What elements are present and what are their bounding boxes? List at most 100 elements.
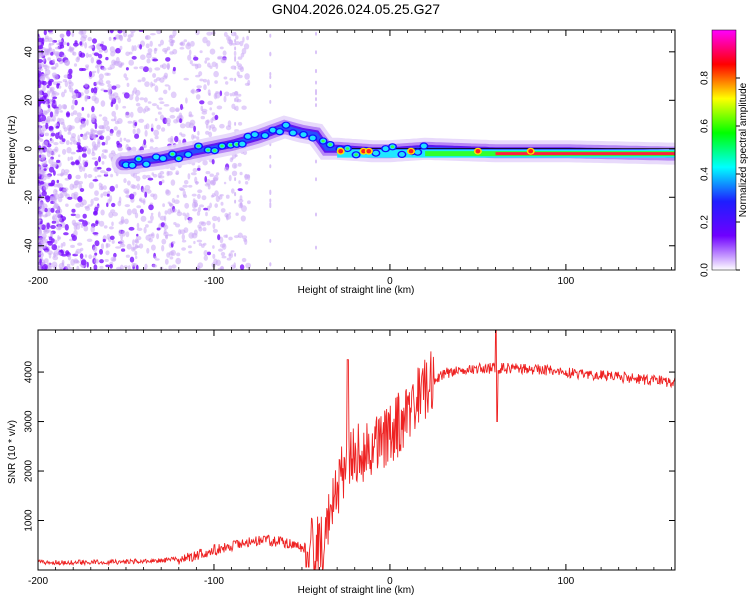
noise-speck xyxy=(200,115,205,120)
noise-speck xyxy=(115,130,121,138)
noise-speck xyxy=(45,195,51,203)
noise-speck xyxy=(204,120,210,125)
noise-speck xyxy=(167,63,170,70)
noise-speck xyxy=(97,174,102,178)
noise-speck xyxy=(202,78,208,83)
noise-speck xyxy=(182,212,186,216)
noise-speck xyxy=(79,52,86,58)
tone-band-red xyxy=(495,152,675,156)
noise-speck xyxy=(38,250,42,253)
noise-speck xyxy=(223,166,230,172)
noise-speck xyxy=(62,124,66,130)
noise-speck xyxy=(96,166,102,170)
noise-speck xyxy=(113,126,118,131)
noise-speck xyxy=(241,205,247,213)
noise-speck xyxy=(172,30,177,37)
noise-speck xyxy=(193,240,196,245)
noise-speck xyxy=(137,79,142,83)
noise-speck xyxy=(219,236,224,244)
noise-speck xyxy=(80,223,84,228)
noise-speck xyxy=(124,204,130,208)
noise-speck xyxy=(119,264,124,270)
noise-speck xyxy=(55,206,61,210)
noise-speck xyxy=(121,230,126,237)
noise-speck xyxy=(77,242,83,246)
noise-speck xyxy=(212,222,216,230)
noise-speck xyxy=(143,226,147,234)
noise-speck xyxy=(197,189,203,194)
noise-speck xyxy=(126,180,131,186)
noise-speck xyxy=(93,144,99,150)
noise-speck xyxy=(144,81,150,87)
noise-speck xyxy=(158,181,163,186)
noise-speck xyxy=(102,191,109,197)
noise-speck xyxy=(48,99,52,102)
noise-speck xyxy=(111,110,116,117)
noise-speck xyxy=(162,203,166,208)
noise-speck xyxy=(225,81,229,85)
noise-speck xyxy=(76,265,80,270)
noise-speck xyxy=(234,121,237,126)
noise-speck xyxy=(187,245,192,249)
noise-speck xyxy=(94,166,98,172)
noise-speck xyxy=(67,73,73,80)
noise-speck xyxy=(132,128,136,135)
noise-speck xyxy=(111,85,117,90)
noise-speck xyxy=(103,120,110,126)
noise-speck xyxy=(62,241,66,247)
noise-speck xyxy=(89,132,96,139)
noise-speck xyxy=(236,71,240,77)
noise-speck xyxy=(62,54,67,58)
noise-speck xyxy=(136,227,143,231)
noise-speck xyxy=(156,77,161,81)
noise-speck xyxy=(315,103,317,108)
noise-speck xyxy=(136,205,142,209)
noise-speck xyxy=(70,244,75,248)
spectrogram-y-tick-label: -40 xyxy=(24,238,35,253)
noise-speck xyxy=(128,59,134,66)
noise-speck xyxy=(70,104,75,110)
noise-speck xyxy=(64,59,70,67)
noise-speck xyxy=(208,125,212,131)
noise-speck xyxy=(70,151,76,155)
noise-speck xyxy=(176,211,183,217)
noise-speck xyxy=(237,188,243,192)
noise-speck xyxy=(78,30,84,35)
noise-speck xyxy=(269,198,272,203)
noise-speck xyxy=(237,232,243,239)
ridge-blob-peak xyxy=(196,144,201,148)
noise-speck xyxy=(237,65,244,70)
noise-speck xyxy=(141,77,146,82)
noise-speck xyxy=(183,194,188,199)
noise-speck xyxy=(77,195,83,203)
noise-speck xyxy=(136,264,139,270)
noise-speck xyxy=(166,170,170,177)
noise-speck xyxy=(38,59,44,63)
noise-speck xyxy=(163,104,170,107)
ridge-blob-core xyxy=(290,130,296,136)
ridge-blob-core xyxy=(160,156,166,161)
noise-speck xyxy=(40,165,44,169)
noise-speck xyxy=(59,110,63,113)
noise-speck xyxy=(315,177,317,182)
ridge-blob-core xyxy=(153,154,160,160)
noise-speck xyxy=(169,106,176,113)
noise-speck xyxy=(139,44,143,50)
noise-speck xyxy=(124,218,129,225)
noise-speck xyxy=(142,174,147,180)
noise-speck xyxy=(156,124,161,130)
noise-speck xyxy=(143,267,146,270)
noise-speck xyxy=(41,190,47,197)
noise-speck xyxy=(136,222,140,229)
noise-speck xyxy=(39,148,43,152)
noise-speck xyxy=(240,215,246,222)
noise-speck xyxy=(150,232,155,239)
noise-speck xyxy=(38,154,42,158)
noise-speck xyxy=(237,56,243,60)
noise-speck xyxy=(92,232,99,235)
noise-speck xyxy=(69,141,73,145)
noise-speck xyxy=(229,93,233,97)
noise-speck xyxy=(193,229,198,236)
noise-speck xyxy=(83,145,89,149)
